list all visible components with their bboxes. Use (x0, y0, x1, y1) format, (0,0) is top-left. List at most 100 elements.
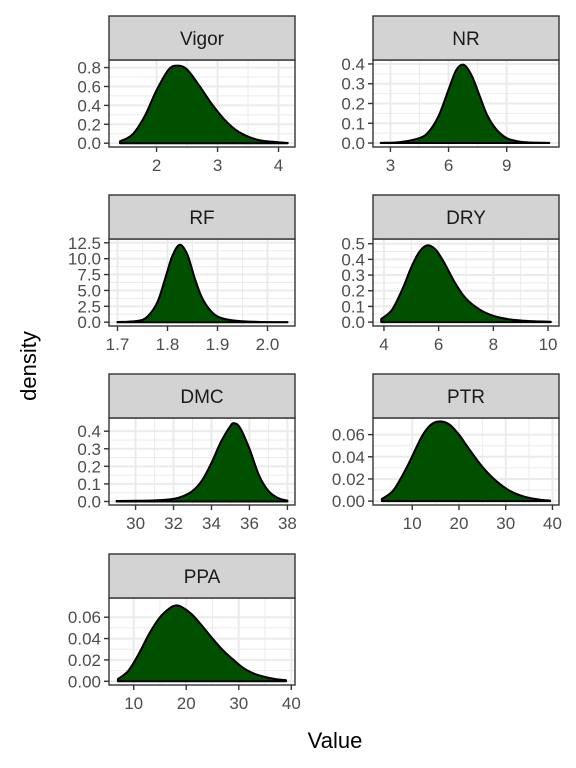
y-tick-label: 0.0 (77, 492, 101, 511)
x-tick-label: 3 (386, 156, 395, 175)
x-tick-label: 4 (379, 335, 388, 354)
x-tick-label: 6 (434, 335, 443, 354)
y-tick-label: 0.0 (341, 134, 365, 153)
y-tick-label: 0.00 (332, 492, 365, 511)
x-tick-label: 10 (403, 514, 422, 533)
x-tick-label: 4 (274, 156, 283, 175)
facet-strip (108, 15, 296, 61)
x-tick-label: 32 (164, 514, 183, 533)
y-tick-label: 0.3 (341, 266, 365, 285)
y-tick-label: 0.4 (77, 422, 101, 441)
x-tick-label: 40 (282, 694, 301, 713)
panel-ptr: PTR 10 20 30 40 0.00 0.02 0.04 0.06 (332, 373, 562, 533)
x-tick-label: 2 (152, 156, 161, 175)
x-tick-label: 38 (278, 514, 297, 533)
x-tick-label: 20 (450, 514, 469, 533)
y-tick-label: 0.2 (341, 282, 365, 301)
density-area (381, 245, 551, 323)
facet-strip (372, 194, 560, 240)
y-tick-label: 0.0 (77, 313, 101, 332)
facet-strip (372, 15, 560, 61)
y-tick-label: 0.4 (341, 55, 365, 74)
facet-label: Vigor (180, 29, 225, 50)
facet-label: DMC (180, 387, 223, 408)
x-tick-label: 2.0 (256, 335, 280, 354)
y-axis-title: density (16, 331, 41, 401)
x-axis-title: Value (308, 728, 363, 753)
density-line (116, 243, 289, 324)
x-tick-label: 1.9 (206, 335, 230, 354)
y-tick-label: 0.04 (68, 630, 101, 649)
density-area (117, 244, 288, 323)
x-tick-label: 1.8 (156, 335, 180, 354)
x-tick-label: 30 (229, 694, 248, 713)
y-tick-label: 0.2 (77, 457, 101, 476)
x-tick-label: 30 (496, 514, 515, 533)
y-tick-label: 7.5 (77, 266, 101, 285)
x-tick-label: 3 (213, 156, 222, 175)
density-area (116, 423, 288, 502)
y-tick-label: 0.02 (332, 470, 365, 489)
panel-nr: NR 3 6 9 0.00.10.20.30.4 (341, 15, 560, 175)
x-tick-label: 9 (502, 156, 511, 175)
facet-strip (108, 194, 296, 240)
y-tick-label: 0.2 (77, 115, 101, 134)
facet-label: DRY (446, 208, 486, 229)
panel-dmc: DMC 30 32 34 36 38 0.00.10.20.30.4 (77, 373, 297, 533)
y-tick-label: 0.1 (341, 297, 365, 316)
y-tick-label: 0.6 (77, 77, 101, 96)
x-tick-label: 40 (543, 514, 562, 533)
y-tick-label: 10.0 (68, 250, 101, 269)
y-tick-label: 0.3 (341, 75, 365, 94)
y-tick-label: 0.1 (77, 475, 101, 494)
density-line (118, 64, 289, 145)
y-tick-label: 0.5 (341, 235, 365, 254)
y-tick-label: 0.4 (77, 96, 101, 115)
y-tick-label: 0.0 (77, 134, 101, 153)
y-tick-label: 0.0 (341, 313, 365, 332)
y-tick-label: 12.5 (68, 234, 101, 253)
y-tick-label: 0.3 (77, 440, 101, 459)
density-area (380, 64, 550, 144)
y-tick-label: 0.02 (68, 651, 101, 670)
density-line (379, 63, 551, 145)
y-tick-label: 2.5 (77, 297, 101, 316)
y-tick-label: 0.2 (341, 95, 365, 114)
x-tick-label: 34 (202, 514, 221, 533)
y-tick-label: 0.06 (332, 426, 365, 445)
facet-strip (108, 553, 296, 599)
density-area (117, 605, 287, 682)
facet-label: PPA (184, 567, 221, 588)
x-tick-label: 10 (539, 335, 558, 354)
facet-strip (108, 373, 296, 419)
panel-vigor: Vigor 2 3 4 0.00.20.40.60.8 (77, 15, 296, 175)
density-line (380, 420, 552, 503)
panel-rf: RF 1.7 1.8 1.9 2.0 0.02.55.07.510.012.5 (68, 194, 296, 354)
density-line (115, 422, 289, 503)
facet-label: RF (189, 208, 214, 229)
y-tick-label: 0.4 (341, 250, 365, 269)
y-tick-label: 0.8 (77, 59, 101, 78)
y-tick-label: 0.00 (68, 672, 101, 691)
y-tick-label: 0.06 (68, 608, 101, 627)
y-tick-label: 0.1 (341, 114, 365, 133)
density-line (116, 604, 288, 683)
density-area (381, 421, 551, 502)
x-tick-label: 1.7 (106, 335, 130, 354)
x-tick-label: 10 (124, 694, 143, 713)
density-area (119, 65, 288, 144)
density-line (380, 244, 552, 324)
x-tick-label: 20 (177, 694, 196, 713)
facet-label: PTR (447, 387, 485, 408)
y-tick-label: 5.0 (77, 281, 101, 300)
panel-ppa: PPA 10 20 30 40 0.00 0.02 0.04 0.06 (68, 553, 301, 713)
facet-label: NR (452, 29, 479, 50)
x-tick-label: 36 (240, 514, 259, 533)
x-tick-label: 6 (444, 156, 453, 175)
panel-dry: DRY 4 6 8 10 0.00.10.20.30.40.5 (341, 194, 560, 354)
facet-strip (372, 373, 560, 419)
y-tick-label: 0.04 (332, 448, 365, 467)
x-tick-label: 30 (126, 514, 145, 533)
